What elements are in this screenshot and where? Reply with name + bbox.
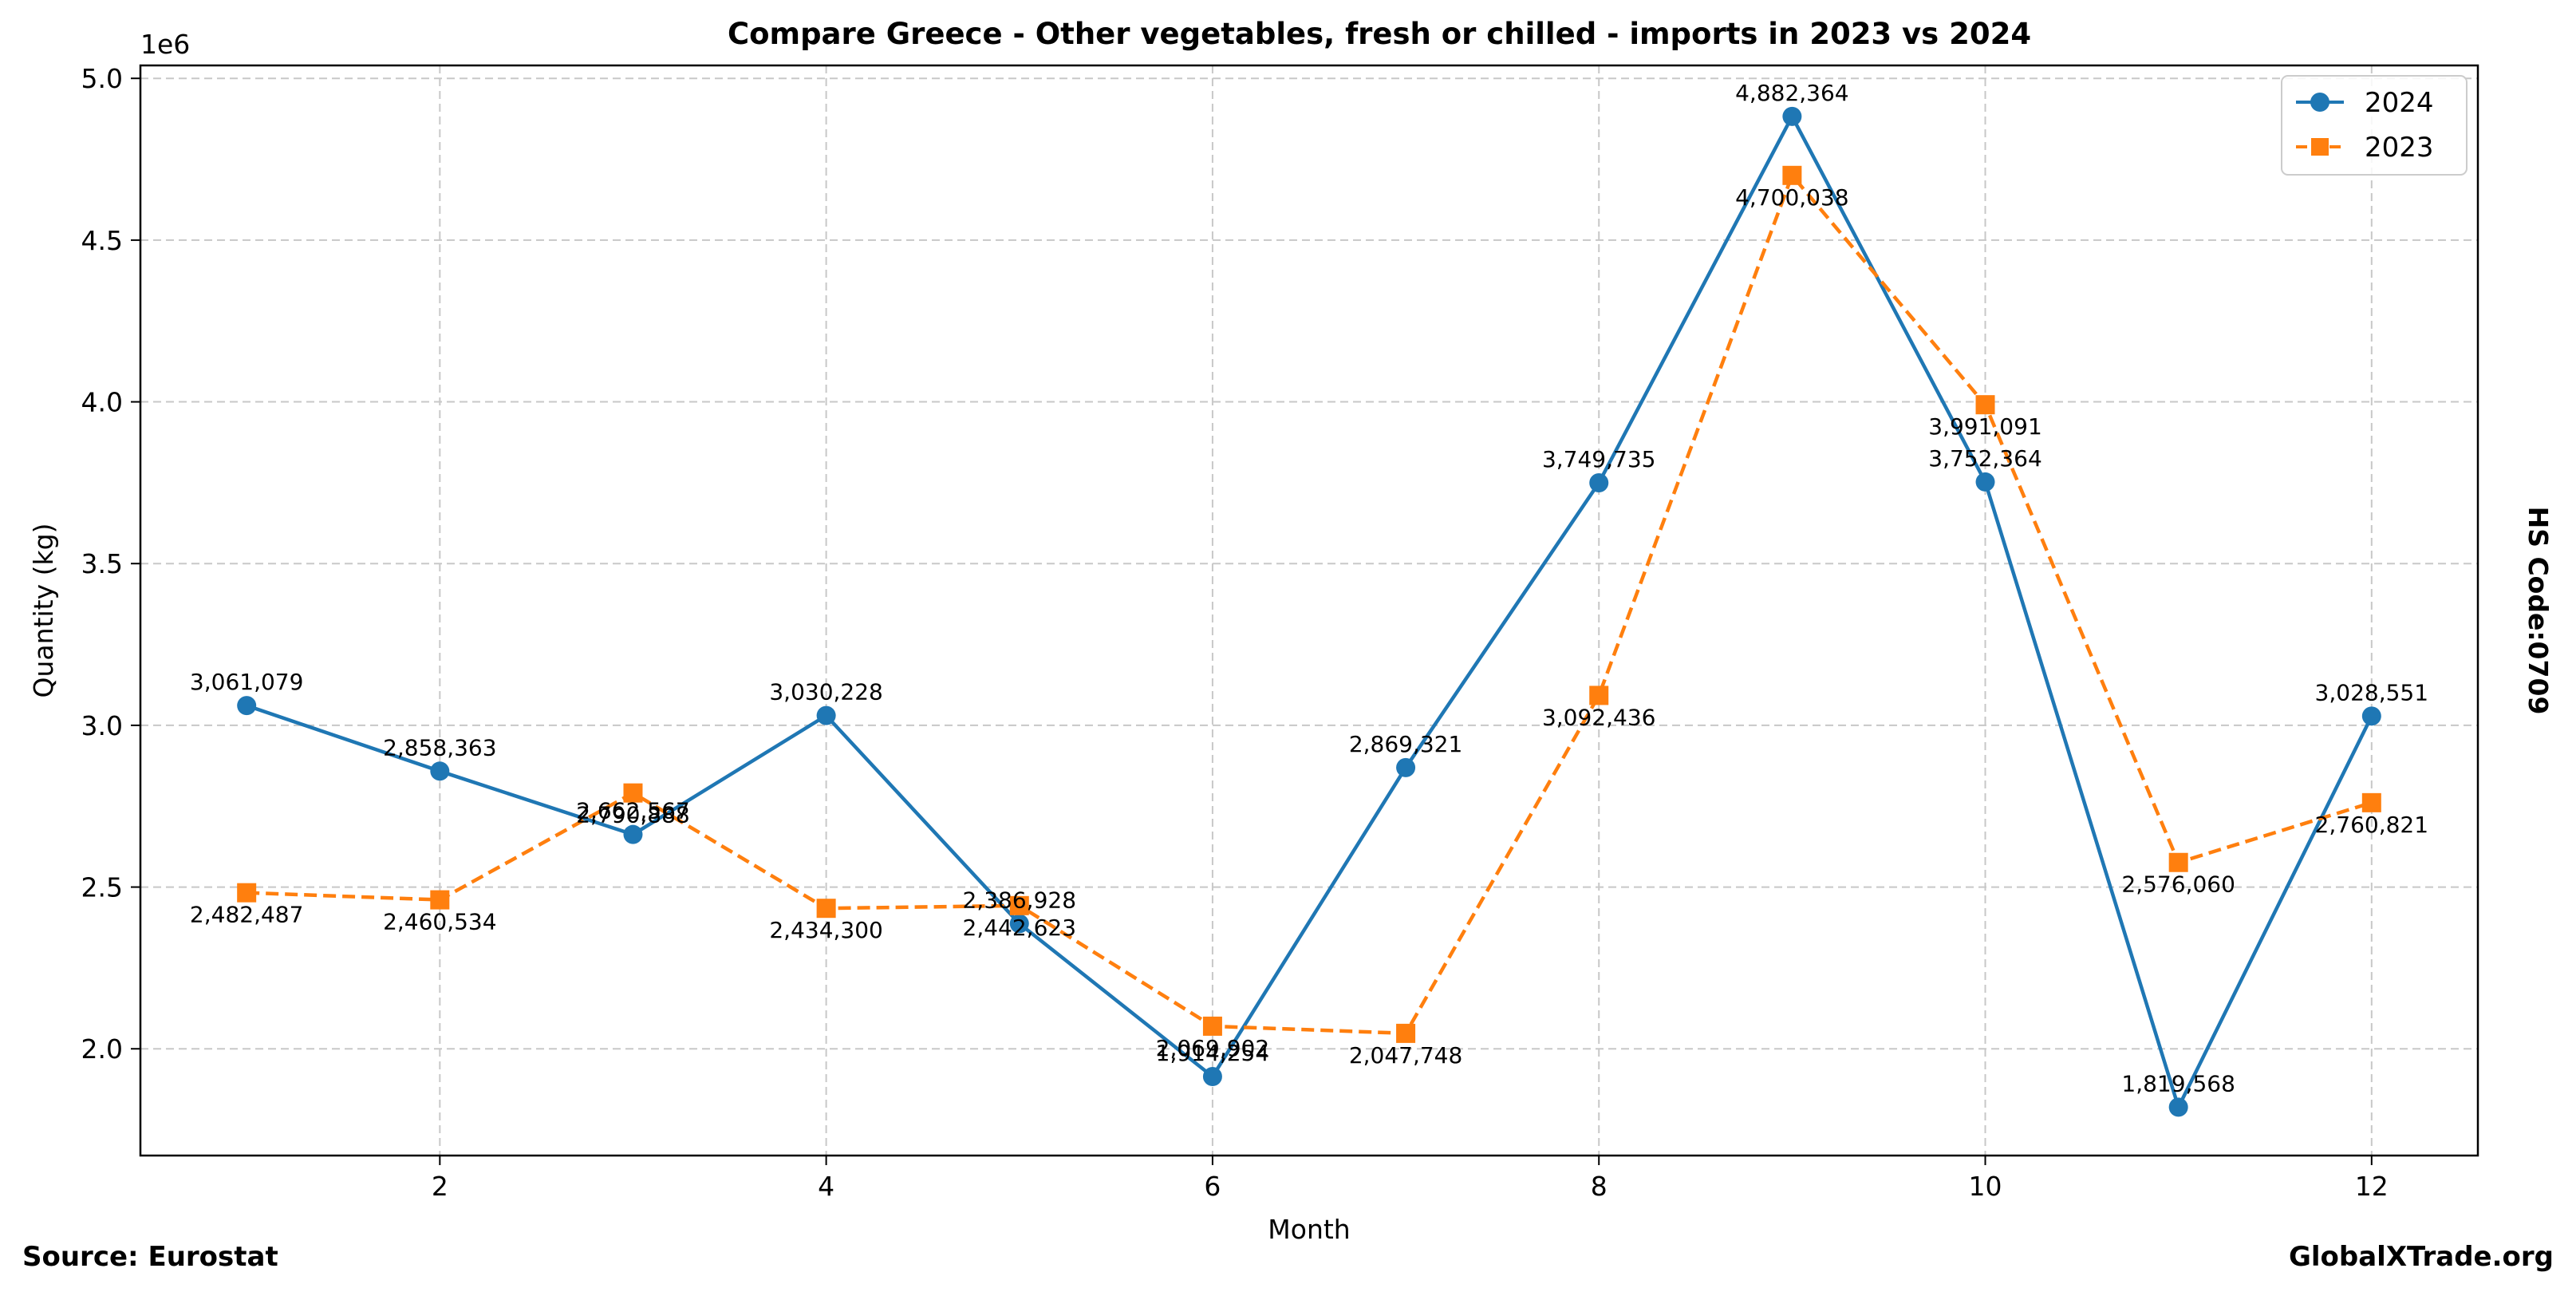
y-tick-label: 4.5	[81, 225, 123, 256]
x-tick-label: 2	[432, 1171, 448, 1202]
data-label-2023: 2,576,060	[2121, 871, 2235, 898]
legend-label-2024: 2024	[2365, 87, 2434, 119]
data-point-2023	[1782, 165, 1802, 185]
legend-marker-2023	[2311, 138, 2329, 156]
y-axis-label: Quantity (kg)	[28, 524, 59, 698]
y-tick-label: 2.0	[81, 1033, 123, 1065]
data-point-2023	[1396, 1023, 1416, 1043]
data-point-2024	[1009, 914, 1029, 934]
data-point-2024	[1589, 472, 1609, 492]
data-label-2024: 3,028,551	[2315, 679, 2429, 705]
x-tick-label: 8	[1591, 1171, 1608, 1202]
series-line-2024	[246, 114, 2373, 1109]
data-label-2023: 3,092,436	[1542, 704, 1656, 730]
legend: 2024 2023	[2281, 75, 2468, 176]
x-tick-label: 4	[818, 1171, 834, 1202]
legend-marker-2024	[2310, 93, 2329, 112]
data-label-2024: 4,882,364	[1735, 80, 1849, 106]
data-label-2024: 3,752,364	[1928, 445, 2042, 472]
data-point-2023	[1202, 1016, 1222, 1036]
data-point-2023	[430, 890, 450, 910]
data-label-2023: 2,047,748	[1349, 1042, 1463, 1069]
data-label-2023: 2,069,902	[1156, 1035, 1270, 1061]
data-label-2024: 3,061,079	[190, 669, 304, 695]
data-label-2023: 2,460,534	[383, 909, 497, 935]
data-point-2024	[1782, 106, 1802, 126]
data-point-2024	[237, 696, 257, 716]
data-point-2024	[1202, 1066, 1222, 1086]
x-tick-label: 6	[1204, 1171, 1221, 1202]
x-tick-label: 10	[1969, 1171, 2002, 1202]
data-point-2024	[623, 824, 643, 844]
data-label-2023: 2,790,888	[576, 802, 690, 828]
grid	[140, 65, 2478, 1156]
data-point-2023	[1009, 895, 1029, 915]
data-label-2024: 2,386,928	[963, 887, 1077, 913]
data-point-2024	[1975, 472, 1995, 492]
site-label: GlobalXTrade.org	[2288, 1241, 2554, 1273]
chart-title: Compare Greece - Other vegetables, fresh…	[728, 17, 2031, 51]
data-point-2023	[1975, 395, 1995, 415]
data-label-2024: 2,662,567	[576, 798, 690, 824]
data-label-2024: 1,914,254	[1156, 1040, 1270, 1066]
x-tick-label: 12	[2355, 1171, 2389, 1202]
axis-ticks: 2 4 6 8 10 12 2.0 2.5 3.0 3.5 4.0 4.5 5.0	[81, 63, 2389, 1202]
data-point-2023	[2361, 792, 2381, 812]
y-axis-scale-label: 1e6	[140, 29, 190, 60]
series-markers	[237, 106, 2381, 1117]
source-label: Source: Eurostat	[22, 1241, 278, 1273]
data-label-2023: 2,760,821	[2315, 812, 2429, 838]
data-point-2023	[1589, 686, 1609, 705]
y-tick-label: 2.5	[81, 872, 123, 903]
x-axis-label: Month	[1268, 1214, 1350, 1245]
plot-frame	[139, 64, 2479, 1157]
y-tick-label: 5.0	[81, 63, 123, 94]
y-tick-label: 4.0	[81, 387, 123, 418]
data-labels: 3,061,079 2,858,363 2,662,567 3,030,228 2,38…	[190, 80, 2428, 1096]
legend-label-2023: 2023	[2365, 132, 2434, 164]
data-point-2024	[2168, 1097, 2188, 1117]
data-point-2023	[237, 883, 257, 903]
data-point-2023	[623, 783, 643, 803]
data-point-2024	[816, 705, 836, 725]
data-label-2023: 2,434,300	[769, 917, 883, 943]
series-line-2023	[247, 173, 2373, 1036]
data-point-2024	[1396, 757, 1416, 777]
data-point-2023	[816, 899, 836, 919]
series-lines	[246, 114, 2373, 1109]
data-label-2023: 4,700,038	[1735, 184, 1849, 211]
y-tick-label: 3.0	[81, 710, 123, 741]
data-label-2024: 3,749,735	[1542, 446, 1656, 472]
data-point-2023	[2168, 852, 2188, 872]
data-label-2024: 2,858,363	[383, 734, 497, 761]
y-tick-label: 3.5	[81, 548, 123, 579]
data-label-2024: 3,030,228	[769, 679, 883, 705]
data-label-2023: 2,442,623	[963, 915, 1077, 941]
data-label-2023: 2,482,487	[190, 902, 304, 928]
data-point-2024	[2361, 706, 2381, 726]
data-point-2024	[430, 761, 450, 781]
data-label-2024: 1,819,568	[2121, 1070, 2235, 1096]
data-label-2023: 3,991,091	[1928, 413, 2042, 440]
data-label-2024: 2,869,321	[1349, 731, 1463, 757]
hs-code-label: HS Code:0709	[2523, 507, 2554, 715]
